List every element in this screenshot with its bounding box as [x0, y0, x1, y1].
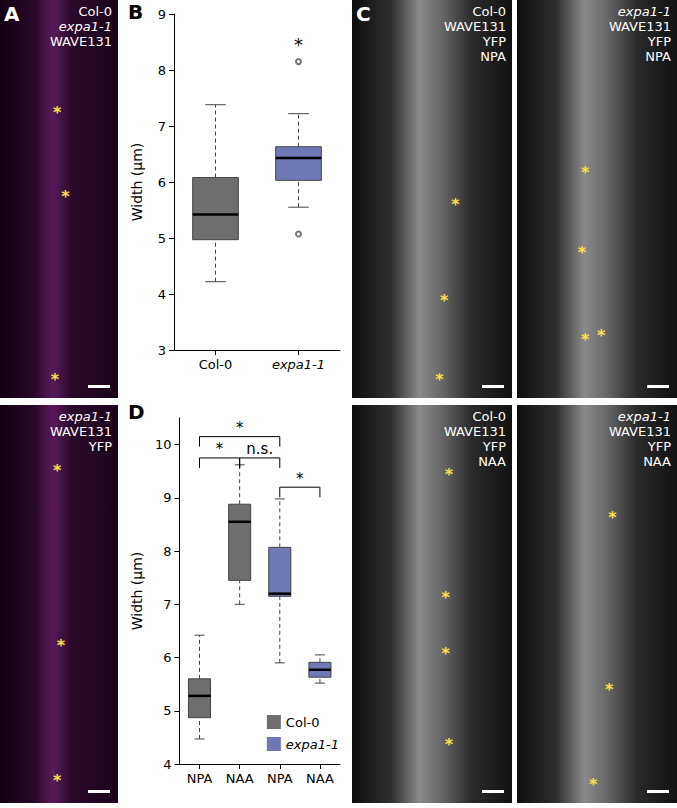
- html-text:WAVE131: WAVE131: [49, 424, 112, 439]
- html-text:YFP: YFP: [482, 34, 506, 49]
- html-text:YFP: YFP: [88, 439, 112, 454]
- svg-text:*: *: [236, 419, 244, 437]
- html-text:Col-0: Col-0: [472, 409, 506, 424]
- html-text:WAVE131: WAVE131: [443, 19, 506, 34]
- svg-text:*: *: [296, 470, 304, 488]
- html-text:YFP: YFP: [482, 439, 506, 454]
- svg-text:5: 5: [163, 703, 171, 718]
- html-text:B: B: [128, 0, 144, 24]
- html-text:NAA: NAA: [478, 454, 506, 469]
- html-text:expa1-1: expa1-1: [58, 19, 112, 34]
- svg-text:7: 7: [163, 597, 171, 612]
- html-text:Col-0: Col-0: [472, 4, 506, 19]
- svg-text:9: 9: [158, 7, 166, 22]
- html-text:WAVE131: WAVE131: [608, 424, 671, 439]
- svg-text:NAA: NAA: [306, 771, 334, 786]
- svg-text:6: 6: [163, 650, 171, 665]
- svg-text:NPA: NPA: [187, 771, 213, 786]
- svg-text:*: *: [294, 34, 303, 55]
- svg-text:NPA: NPA: [267, 771, 293, 786]
- html-text:NPA: NPA: [645, 49, 671, 64]
- html-text:WAVE131: WAVE131: [443, 424, 506, 439]
- svg-text:8: 8: [163, 544, 171, 559]
- html-text:WAVE131: WAVE131: [608, 19, 671, 34]
- svg-text:8: 8: [158, 63, 166, 78]
- svg-text:Col-0: Col-0: [199, 357, 233, 372]
- svg-text:NAA: NAA: [226, 771, 254, 786]
- html-text:WAVE131: WAVE131: [49, 34, 112, 49]
- html-text:YFP: YFP: [647, 439, 671, 454]
- svg-text:Width (µm): Width (µm): [129, 552, 145, 631]
- svg-text:Width (µm): Width (µm): [129, 143, 145, 222]
- svg-text:expa1-1: expa1-1: [272, 357, 325, 372]
- html-text:expa1-1: expa1-1: [58, 409, 112, 424]
- svg-text:9: 9: [163, 490, 171, 505]
- svg-text:10: 10: [155, 437, 172, 452]
- svg-text:3: 3: [158, 343, 166, 358]
- html-text:NAA: NAA: [643, 454, 671, 469]
- svg-text:6: 6: [158, 175, 166, 190]
- svg-text:expa1-1: expa1-1: [286, 737, 339, 752]
- svg-text:n.s.: n.s.: [246, 440, 273, 458]
- svg-text:Col-0: Col-0: [286, 715, 320, 730]
- html-text:A: A: [4, 2, 20, 26]
- html-text:expa1-1: expa1-1: [617, 4, 671, 19]
- html-text:Col-0: Col-0: [78, 4, 112, 19]
- svg-text:7: 7: [158, 119, 166, 134]
- html-text:YFP: YFP: [647, 34, 671, 49]
- html-text:C: C: [356, 2, 371, 26]
- html-text:NPA: NPA: [480, 49, 506, 64]
- html-text:expa1-1: expa1-1: [617, 409, 671, 424]
- svg-text:4: 4: [163, 757, 171, 772]
- html-text:D: D: [128, 400, 145, 424]
- svg-text:4: 4: [158, 287, 166, 302]
- svg-text:5: 5: [158, 231, 166, 246]
- svg-text:*: *: [216, 440, 224, 458]
